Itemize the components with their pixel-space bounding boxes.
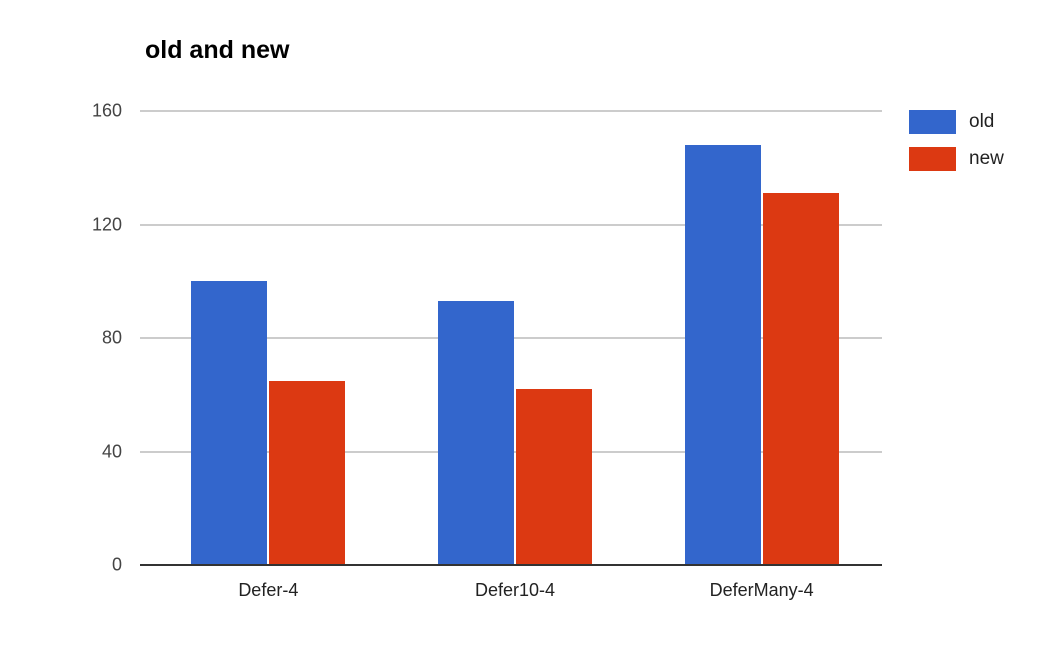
- bar-old-DeferMany-4[interactable]: [684, 145, 761, 564]
- legend-swatch-new: [909, 147, 956, 171]
- chart-title: old and new: [145, 36, 290, 64]
- y-tick-label: 40: [101, 441, 122, 461]
- x-axis-baseline: [140, 564, 882, 566]
- x-axis-label: Defer-4: [238, 580, 299, 600]
- gridline: [140, 223, 882, 226]
- gridline: [140, 110, 882, 112]
- bar-old-Defer-4[interactable]: [191, 281, 268, 564]
- y-tick-label: 120: [91, 214, 122, 234]
- legend-item-new: new: [909, 147, 1004, 171]
- legend: old new: [909, 110, 1004, 184]
- bar-new-Defer-4[interactable]: [269, 380, 346, 564]
- legend-swatch-old: [909, 110, 956, 134]
- legend-label: old: [969, 111, 995, 132]
- legend-item-old: old: [909, 110, 1004, 134]
- bar-new-Defer10-4[interactable]: [516, 389, 592, 564]
- legend-label: new: [969, 148, 1004, 169]
- x-axis-label: Defer10-4: [474, 580, 556, 600]
- y-tick-label: 160: [91, 100, 122, 121]
- x-axis-label: DeferMany-4: [709, 580, 814, 600]
- y-tick-label: 80: [101, 327, 122, 348]
- bar-new-DeferMany-4[interactable]: [762, 193, 839, 564]
- y-tick-label: 0: [111, 554, 122, 575]
- bar-old-Defer10-4[interactable]: [438, 301, 514, 564]
